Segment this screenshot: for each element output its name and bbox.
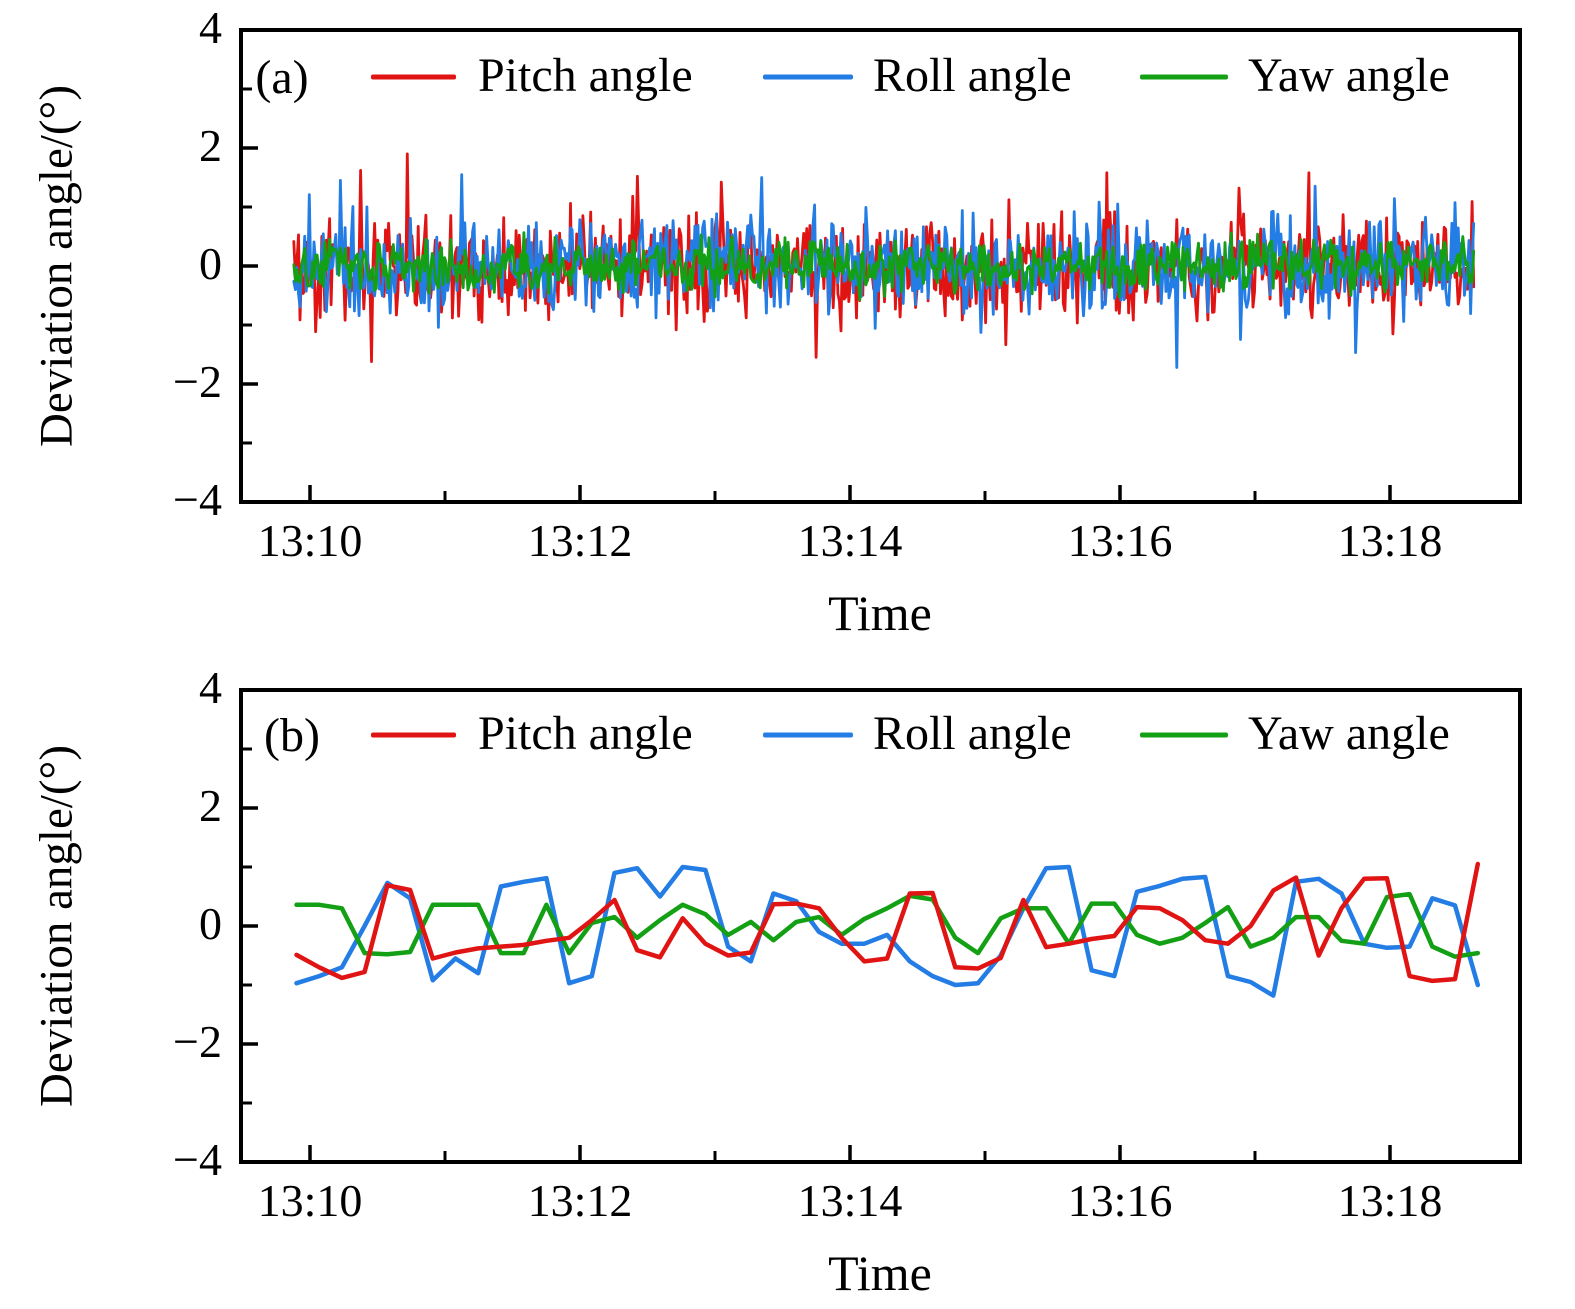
panel-a-legend-line-pitch bbox=[371, 74, 456, 80]
panel-b-y-axis-label: Deviation angle/(°) bbox=[30, 744, 83, 1108]
panel-b-y-tick-4: 4 bbox=[199, 662, 222, 714]
panel-b-x-tick-1314: 13:14 bbox=[797, 1175, 903, 1226]
panel-a-legend-label-yaw: Yaw angle bbox=[1248, 49, 1450, 103]
panel-b-x-tick-1318: 13:18 bbox=[1337, 1175, 1443, 1226]
panel-a-x-tick-1318: 13:18 bbox=[1337, 515, 1443, 566]
panel-b-legend-line-yaw bbox=[1140, 732, 1228, 738]
panel-a-y-tick-m4: −4 bbox=[173, 474, 222, 526]
panel-a-legend-line-roll bbox=[763, 74, 853, 80]
panel-b-legend-label-pitch: Pitch angle bbox=[478, 707, 693, 761]
panel-a-legend-label-roll: Roll angle bbox=[873, 49, 1072, 103]
panel-b-letter: (b) bbox=[264, 709, 320, 762]
panel-a-x-tick-1314: 13:14 bbox=[797, 515, 903, 566]
panel-a-legend-label-pitch: Pitch angle bbox=[478, 49, 693, 103]
panel-b-legend-label-roll: Roll angle bbox=[873, 707, 1072, 761]
panel-a-y-tick-0: 0 bbox=[199, 238, 222, 290]
panel-a-x-tick-1316: 13:16 bbox=[1067, 515, 1173, 566]
panel-b-legend-label-yaw: Yaw angle bbox=[1248, 707, 1450, 761]
panel-b-x-tick-1310: 13:10 bbox=[257, 1175, 363, 1226]
panel-b-y-tick-2: 2 bbox=[199, 780, 222, 832]
panel-b-y-tick-0: 0 bbox=[199, 898, 222, 950]
panel-a-y-tick-m2: −2 bbox=[173, 356, 222, 408]
panel-b-x-axis-label: Time bbox=[828, 1245, 932, 1301]
panel-b-y-tick-m2: −2 bbox=[173, 1016, 222, 1068]
panel-b-legend-line-roll bbox=[763, 732, 853, 738]
panel-a-letter: (a) bbox=[255, 51, 309, 104]
panel-a-y-tick-2: 2 bbox=[199, 120, 222, 172]
panel-a-legend-line-yaw bbox=[1140, 74, 1228, 80]
panel-b-x-tick-1312: 13:12 bbox=[527, 1175, 633, 1226]
panel-a-x-tick-1310: 13:10 bbox=[257, 515, 363, 566]
panel-b-y-tick-m4: −4 bbox=[173, 1134, 222, 1186]
panel-b-x-tick-1316: 13:16 bbox=[1067, 1175, 1173, 1226]
panel-b-legend-line-pitch bbox=[371, 732, 456, 738]
panel-a-y-tick-4: 4 bbox=[199, 2, 222, 54]
panel-a-x-tick-1312: 13:12 bbox=[527, 515, 633, 566]
panel-a-x-axis-label: Time bbox=[828, 585, 932, 641]
panel-a-y-axis-label: Deviation angle/(°) bbox=[30, 84, 83, 448]
